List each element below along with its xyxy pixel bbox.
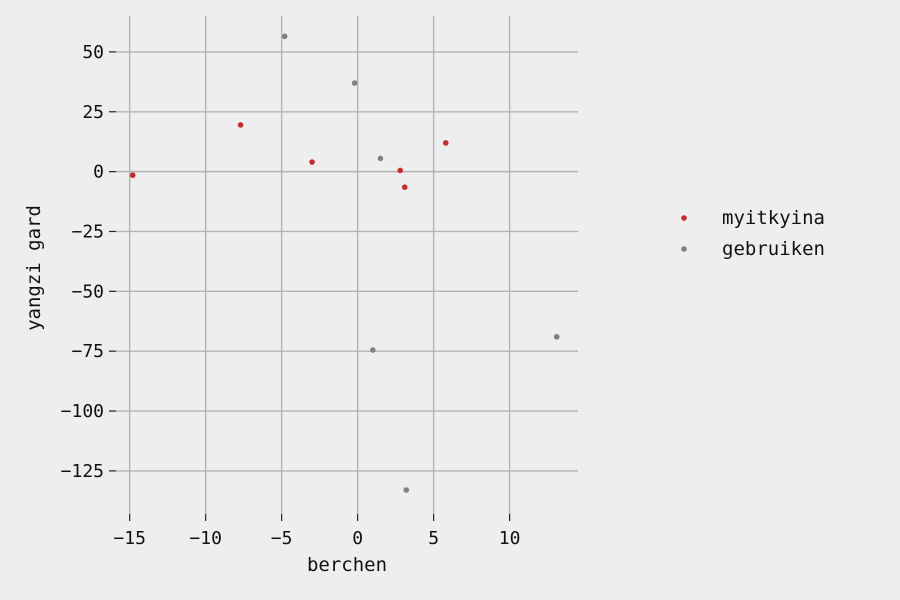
- data-point-myitkyina: [397, 167, 403, 174]
- x-axis-title: berchen: [307, 554, 387, 576]
- data-points: [129, 33, 560, 493]
- y-axis-title: yangzi gard: [23, 205, 45, 331]
- x-tick-label: −10: [189, 528, 222, 549]
- data-point-myitkyina: [442, 140, 449, 146]
- x-tick-label: 5: [428, 528, 439, 549]
- y-tick-label: 50: [82, 42, 104, 63]
- data-point-gebruiken: [370, 347, 376, 353]
- x-tick-label: 0: [352, 528, 363, 549]
- y-tick-label: −50: [71, 281, 104, 302]
- x-tick-label: −15: [113, 528, 146, 549]
- data-point-gebruiken: [351, 80, 358, 86]
- legend: myitkyina gebruiken: [681, 207, 825, 260]
- x-tick-label: 10: [499, 528, 521, 549]
- y-tick-label: −125: [61, 461, 104, 482]
- y-tick-label: −100: [61, 401, 104, 422]
- y-tick-label: −75: [71, 341, 104, 362]
- data-point-myitkyina: [237, 122, 244, 128]
- data-point-gebruiken: [281, 33, 288, 40]
- data-point-myitkyina: [129, 172, 136, 179]
- y-tick-label: −25: [71, 221, 104, 242]
- grid: [116, 16, 578, 514]
- y-tick-label: 0: [93, 162, 104, 183]
- data-point-myitkyina: [401, 184, 408, 190]
- legend-label: gebruiken: [722, 238, 825, 260]
- legend-marker-myitkyina: [681, 215, 687, 221]
- data-point-gebruiken: [553, 334, 560, 340]
- legend-label: myitkyina: [722, 207, 825, 229]
- data-point-gebruiken: [403, 487, 410, 493]
- y-tick-label: 25: [82, 102, 104, 123]
- data-point-gebruiken: [377, 155, 384, 162]
- x-tick-label: −5: [271, 528, 293, 549]
- legend-marker-gebruiken: [681, 246, 687, 252]
- data-point-myitkyina: [309, 159, 315, 165]
